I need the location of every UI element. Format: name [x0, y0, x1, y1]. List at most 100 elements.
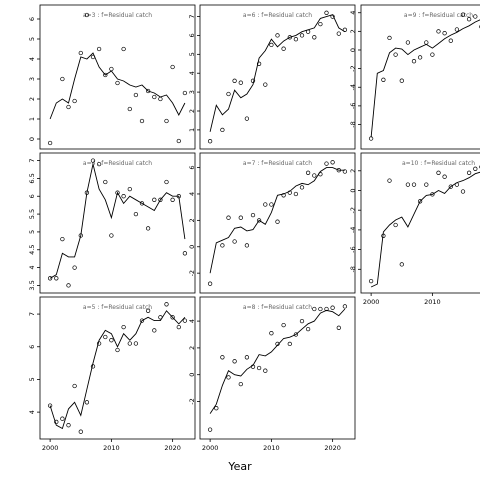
observed-point: [399, 78, 404, 83]
y-tick-label: 2: [28, 97, 36, 101]
observed-point: [176, 194, 181, 199]
observed-point: [263, 368, 268, 373]
observed-point: [305, 29, 311, 34]
observed-point: [387, 35, 392, 41]
panel-frame: [39, 296, 196, 440]
y-tick-label: 6: [188, 33, 196, 37]
observed-point: [281, 46, 286, 51]
observed-point: [269, 42, 274, 48]
observed-point: [256, 365, 262, 371]
observed-point: [287, 35, 292, 40]
observed-point: [78, 50, 83, 56]
y-tick-label: 5.5: [28, 209, 36, 219]
observed-point: [405, 182, 411, 187]
observed-point: [305, 326, 311, 332]
observed-point: [103, 179, 108, 185]
observed-point: [299, 185, 305, 190]
panel-title: a=4 : f=Residual catch: [83, 160, 152, 167]
observed-point: [411, 59, 417, 64]
observed-point: [238, 80, 243, 85]
observed-point: [103, 72, 108, 78]
observed-point: [182, 318, 188, 323]
y-tick-label: 4: [28, 410, 36, 414]
y-tick-label: 4.5: [28, 245, 36, 255]
observed-point: [127, 106, 132, 112]
observed-point: [368, 136, 374, 141]
observed-point: [207, 281, 213, 286]
y-tick-label: 7: [28, 312, 36, 316]
y-tick-label: 4: [188, 192, 196, 196]
panel-frame: [39, 152, 196, 294]
y-tick-label: 5: [188, 52, 196, 56]
observed-point: [226, 375, 231, 380]
observed-point: [318, 306, 323, 312]
y-tick-label: -8: [349, 121, 357, 127]
y-tick-label: 0: [188, 373, 196, 377]
observed-point: [90, 54, 96, 60]
observed-point: [164, 179, 169, 185]
x-tick-label: 2000: [202, 444, 219, 452]
observed-point: [66, 283, 71, 288]
observed-point: [60, 416, 65, 421]
observed-point: [47, 276, 53, 281]
y-tick-label: 0: [349, 188, 357, 192]
observed-point: [281, 193, 286, 198]
y-tick-label: 6: [28, 345, 36, 349]
observed-point: [220, 127, 225, 133]
observed-point: [84, 12, 90, 18]
y-tick-label: 4: [28, 57, 36, 61]
fitted-line: [49, 310, 186, 430]
observed-point: [238, 215, 243, 220]
observed-point: [269, 331, 274, 336]
y-tick-label: 0: [28, 137, 36, 141]
observed-point: [127, 186, 132, 192]
observed-point: [244, 243, 250, 248]
observed-point: [399, 262, 404, 267]
observed-point: [127, 341, 132, 346]
observed-point: [66, 423, 71, 428]
observed-point: [250, 364, 256, 369]
observed-point: [121, 194, 126, 199]
observed-point: [115, 190, 120, 195]
observed-point: [60, 76, 65, 82]
observed-point: [78, 233, 83, 238]
y-tick-label: 5: [28, 37, 36, 41]
y-tick-label: 4: [349, 11, 357, 15]
panel-frame: [360, 152, 480, 294]
observed-point: [287, 190, 292, 195]
fitted-line: [209, 167, 345, 274]
y-tick-label: -2: [188, 398, 196, 404]
observed-point: [60, 236, 65, 242]
observed-point: [176, 324, 181, 330]
x-tick-label: 2010: [263, 444, 280, 452]
panel-frame: [199, 4, 356, 150]
observed-point: [226, 91, 231, 97]
y-tick-label: 3: [188, 90, 196, 94]
observed-point: [139, 318, 145, 323]
observed-point: [90, 364, 96, 369]
observed-point: [336, 31, 341, 36]
observed-point: [72, 383, 77, 389]
y-tick-label: -2: [349, 207, 357, 213]
panel-title: a=6 : f=Residual catch: [243, 12, 312, 19]
y-tick-label: 0: [188, 245, 196, 249]
y-tick-label: 1: [188, 128, 196, 132]
observed-point: [293, 191, 299, 197]
panel-title: a=8 : f=Residual catch: [243, 304, 312, 311]
panel-frame: [360, 4, 480, 150]
y-tick-label: -6: [349, 103, 357, 109]
observed-point: [158, 96, 163, 102]
observed-point: [232, 78, 237, 83]
observed-point: [232, 359, 237, 364]
observed-point: [170, 64, 175, 70]
observed-point: [164, 118, 169, 124]
panel-a-3: a=3 : f=Residual catch 0 1 2 3 4 5 6: [28, 4, 196, 150]
observed-point: [158, 197, 163, 202]
observed-point: [275, 219, 280, 224]
observed-point: [220, 355, 225, 360]
observed-point: [312, 173, 317, 178]
observed-point: [393, 222, 398, 228]
observed-point: [152, 94, 157, 100]
observed-point: [460, 189, 466, 194]
observed-point: [442, 174, 447, 179]
